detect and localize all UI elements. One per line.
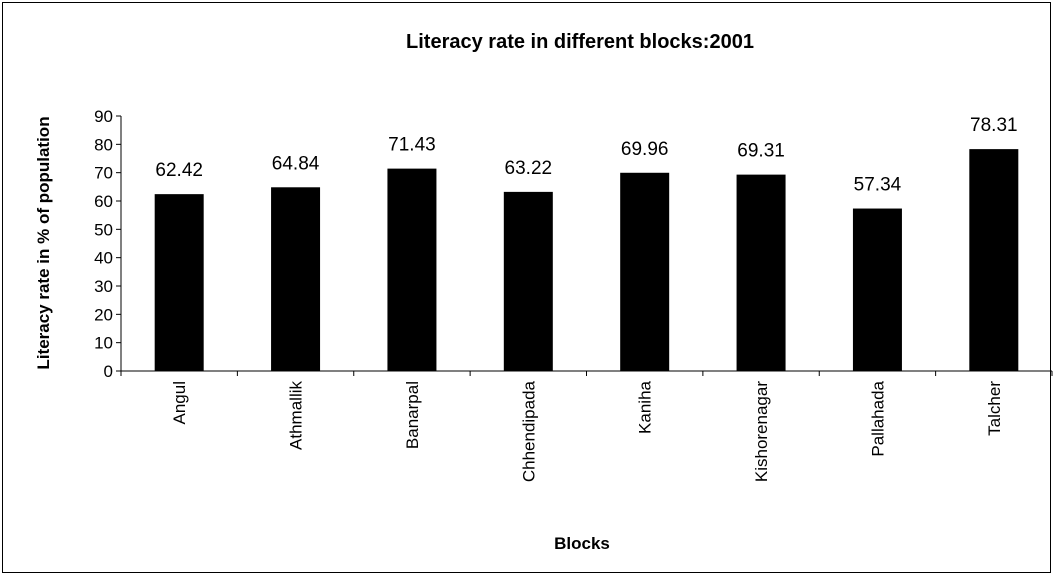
y-tick-label: 50: [94, 220, 113, 239]
bar: [736, 174, 786, 371]
y-tick-label: 70: [94, 164, 113, 183]
y-tick-label: 0: [104, 362, 113, 381]
x-axis-title: Blocks: [554, 534, 610, 553]
data-label: 78.31: [970, 115, 1018, 136]
bar: [503, 191, 553, 371]
bar: [620, 172, 670, 371]
x-tick-label: Chhendipada: [519, 380, 538, 482]
data-label: 69.31: [737, 141, 785, 162]
x-tick-label: Athmallik: [287, 381, 306, 450]
data-label: 71.43: [388, 135, 436, 156]
x-tick-label: Kishorenagar: [752, 381, 771, 482]
x-tick-label: Kaniha: [636, 380, 655, 433]
data-label: 69.96: [621, 139, 669, 160]
y-tick-label: 40: [94, 249, 113, 268]
y-axis-title: Literacy rate in % of population: [34, 116, 53, 369]
x-tick-label: Angul: [170, 381, 189, 424]
x-tick-label: Talcher: [985, 381, 1004, 436]
data-label: 57.34: [854, 175, 902, 196]
y-tick-label: 20: [94, 305, 113, 324]
y-tick-label: 60: [94, 192, 113, 211]
bar: [154, 194, 204, 371]
bar: [271, 187, 321, 371]
y-tick-label: 30: [94, 277, 113, 296]
x-tick-label: Banarpal: [403, 381, 422, 449]
y-tick-label: 10: [94, 334, 113, 353]
data-label: 63.22: [505, 158, 553, 179]
x-tick-label: Pallahada: [868, 380, 887, 456]
bar: [387, 168, 437, 371]
data-label: 64.84: [272, 153, 320, 174]
plot-area: 0 10 20 30 40 50 60 70 80 90 62.42 Angul 64.84 Athmal…: [94, 107, 1053, 482]
chart-title: Literacy rate in different blocks:2001: [406, 31, 754, 53]
y-tick-label: 80: [94, 135, 113, 154]
y-tick-label: 90: [94, 107, 113, 126]
bar: [969, 149, 1019, 371]
bar: [852, 208, 902, 371]
data-label: 62.42: [155, 160, 203, 181]
